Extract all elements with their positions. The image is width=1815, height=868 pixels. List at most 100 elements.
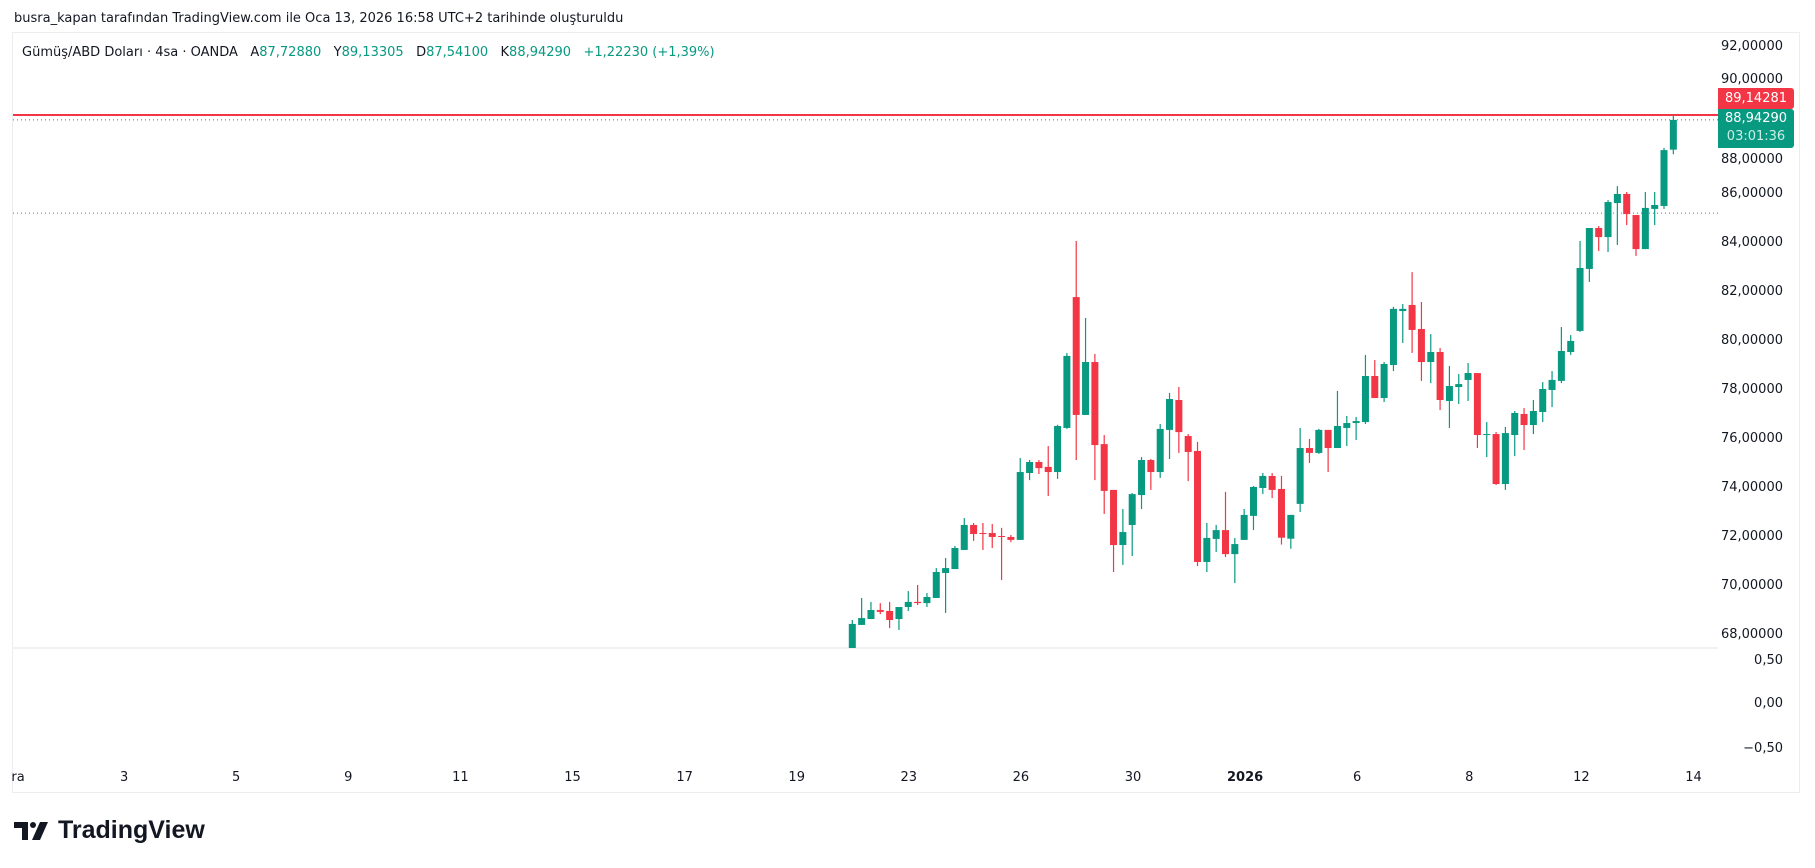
candle[interactable]	[1194, 441, 1202, 567]
candle[interactable]	[1492, 432, 1500, 486]
candle[interactable]	[1175, 387, 1183, 453]
candle[interactable]	[1203, 522, 1211, 572]
candle[interactable]	[1072, 241, 1080, 461]
candle[interactable]	[1595, 226, 1603, 252]
candle[interactable]	[1660, 147, 1668, 209]
candle[interactable]	[1641, 192, 1649, 250]
candle[interactable]	[1212, 524, 1220, 552]
candle[interactable]	[1501, 426, 1509, 490]
candle[interactable]	[1324, 429, 1332, 473]
candle[interactable]	[848, 620, 856, 655]
candle[interactable]	[1091, 353, 1099, 481]
candle[interactable]	[1063, 352, 1071, 429]
candle[interactable]	[1044, 446, 1052, 497]
candle[interactable]	[932, 568, 940, 598]
candle[interactable]	[1343, 415, 1351, 447]
candle[interactable]	[1026, 460, 1034, 481]
candle[interactable]	[998, 527, 1006, 581]
candle[interactable]	[1156, 424, 1164, 478]
candle[interactable]	[1259, 473, 1267, 495]
candle[interactable]	[1651, 192, 1659, 226]
candle[interactable]	[1417, 302, 1425, 381]
candle[interactable]	[1231, 537, 1239, 584]
candle[interactable]	[867, 601, 875, 620]
candle[interactable]	[1222, 491, 1229, 558]
candle[interactable]	[1669, 115, 1677, 155]
candle[interactable]	[1632, 215, 1640, 256]
candle[interactable]	[1305, 438, 1313, 463]
candle[interactable]	[1249, 486, 1257, 531]
candle[interactable]	[1604, 200, 1612, 253]
candle[interactable]	[1399, 303, 1407, 343]
candle-body	[1277, 488, 1285, 538]
candle[interactable]	[1436, 348, 1444, 411]
candle[interactable]	[1110, 489, 1118, 572]
candle-body	[1035, 461, 1043, 469]
candle[interactable]	[1082, 317, 1090, 415]
candle[interactable]	[988, 523, 996, 548]
candle[interactable]	[1585, 228, 1593, 282]
candle[interactable]	[1464, 363, 1472, 401]
candle[interactable]	[1333, 390, 1341, 449]
symbol-title[interactable]: Gümüş/ABD Doları · 4sa · OANDA	[22, 45, 238, 60]
candle[interactable]	[858, 597, 866, 625]
candle[interactable]	[923, 593, 931, 608]
candle[interactable]	[1296, 427, 1304, 512]
candle[interactable]	[914, 584, 922, 606]
candle[interactable]	[960, 518, 968, 550]
candle[interactable]	[904, 591, 912, 611]
candle[interactable]	[1483, 422, 1491, 458]
candle[interactable]	[1315, 428, 1323, 454]
candle[interactable]	[1371, 360, 1379, 399]
candle[interactable]	[1287, 514, 1295, 549]
candle[interactable]	[1128, 493, 1136, 557]
candle-body	[1222, 530, 1229, 555]
candle[interactable]	[1119, 509, 1127, 565]
candle[interactable]	[951, 546, 959, 570]
candle[interactable]	[1166, 392, 1174, 460]
candle[interactable]	[1054, 424, 1062, 479]
candle[interactable]	[1389, 306, 1397, 372]
candle[interactable]	[1511, 411, 1519, 457]
candle-body	[942, 568, 950, 573]
candle[interactable]	[895, 607, 903, 631]
candle[interactable]	[876, 603, 884, 615]
candle[interactable]	[1380, 362, 1388, 402]
candle[interactable]	[1529, 400, 1537, 435]
candle[interactable]	[1567, 335, 1575, 355]
candle[interactable]	[1408, 272, 1416, 353]
candle-body	[1576, 267, 1584, 331]
candle[interactable]	[1427, 334, 1435, 384]
candle[interactable]	[1352, 416, 1360, 440]
candle[interactable]	[1445, 365, 1453, 428]
candle[interactable]	[886, 601, 894, 629]
x-tick-label: 6	[1353, 770, 1361, 785]
candle[interactable]	[1138, 457, 1146, 510]
candle[interactable]	[1007, 535, 1015, 543]
candle[interactable]	[1184, 434, 1192, 482]
candle[interactable]	[1268, 473, 1276, 499]
candle[interactable]	[1576, 241, 1584, 332]
candle[interactable]	[1473, 373, 1481, 449]
last-price-value: 88,94290	[1724, 111, 1788, 126]
candle[interactable]	[1035, 460, 1043, 474]
candle[interactable]	[1557, 326, 1565, 384]
candle[interactable]	[1623, 192, 1631, 226]
tradingview-logo[interactable]: TradingView	[14, 816, 205, 845]
candle[interactable]	[1361, 354, 1369, 425]
candle[interactable]	[1613, 186, 1621, 245]
candle[interactable]	[1016, 458, 1024, 540]
candle[interactable]	[979, 522, 987, 550]
candle-body	[1464, 373, 1472, 380]
candle[interactable]	[1455, 374, 1463, 404]
candle[interactable]	[942, 558, 950, 613]
candle[interactable]	[1277, 475, 1285, 545]
candle[interactable]	[1147, 459, 1155, 490]
candle[interactable]	[1100, 435, 1108, 514]
candle[interactable]	[1548, 371, 1556, 408]
candle[interactable]	[970, 522, 978, 541]
candle[interactable]	[1520, 408, 1528, 450]
candle[interactable]	[1539, 382, 1547, 423]
candle[interactable]	[1240, 509, 1248, 540]
